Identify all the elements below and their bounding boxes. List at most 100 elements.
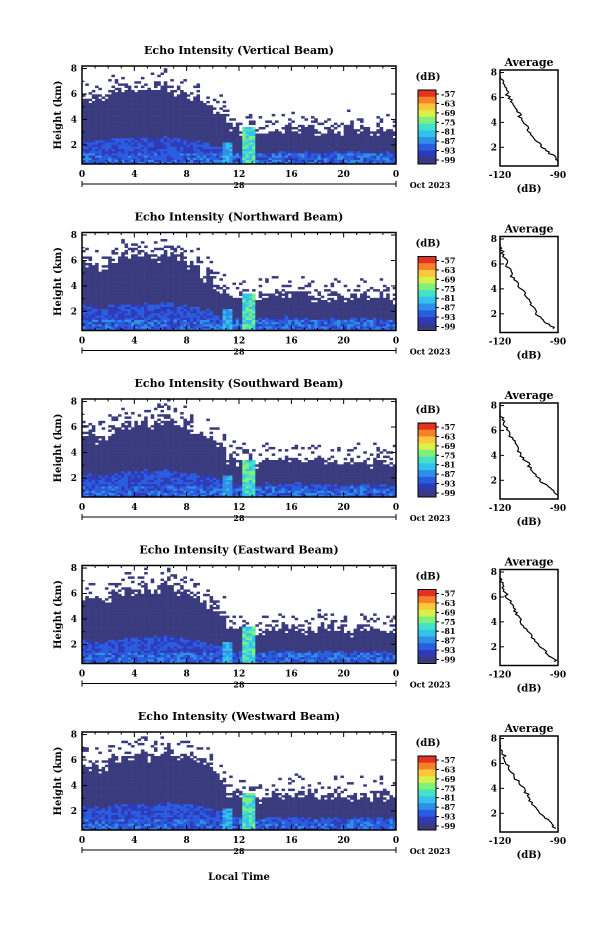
heatmap-cell	[173, 321, 178, 325]
heatmap-cell	[160, 291, 165, 294]
heatmap-cell	[95, 109, 99, 113]
heatmap-cell	[373, 148, 377, 152]
heatmap-cell	[85, 140, 89, 143]
heatmap-cell	[288, 135, 292, 139]
heatmap-cell	[265, 315, 269, 318]
heatmap-cell	[95, 161, 99, 165]
heatmap-cell	[88, 464, 93, 467]
heatmap-cell	[235, 133, 240, 136]
heatmap-cell	[150, 129, 155, 132]
heatmap-cell	[157, 315, 161, 318]
heatmap-cell	[82, 436, 86, 439]
heatmap-cell	[170, 109, 174, 113]
heatmap-cell	[176, 265, 181, 268]
heatmap-cell	[124, 262, 129, 266]
heatmap-cell	[310, 120, 315, 123]
heatmap-cell	[340, 153, 344, 156]
heatmap-cell	[144, 126, 148, 130]
heatmap-cell	[193, 146, 197, 150]
heatmap-cell	[229, 131, 233, 134]
heatmap-cell	[160, 148, 165, 152]
heatmap-cell	[131, 107, 135, 110]
heatmap-cell	[274, 317, 279, 320]
heatmap-cell	[82, 142, 86, 145]
heatmap-cell	[265, 142, 269, 145]
heatmap-cell	[320, 144, 325, 147]
heatmap-cell	[91, 293, 96, 296]
heatmap-cell	[170, 107, 174, 110]
heatmap-cell	[183, 319, 187, 323]
heatmap-cell	[261, 308, 266, 312]
heatmap-cell	[222, 120, 227, 123]
heatmap-cell	[389, 300, 394, 303]
heatmap-cell	[104, 304, 109, 307]
heatmap-cell	[95, 140, 99, 143]
heatmap-cell	[186, 289, 191, 292]
heatmap-cell	[176, 155, 181, 158]
heatmap-cell	[121, 133, 125, 136]
heatmap-cell	[212, 148, 217, 152]
heatmap-cell	[288, 302, 292, 305]
heatmap-cell	[88, 98, 93, 102]
heatmap-cell	[199, 107, 204, 110]
heatmap-cell	[101, 107, 106, 110]
heatmap-cell	[360, 161, 364, 165]
heatmap-cell	[216, 155, 220, 158]
heatmap-cell	[183, 276, 187, 279]
heatmap-cell	[85, 137, 89, 141]
heatmap-cell	[111, 306, 116, 310]
heatmap-cell	[170, 252, 174, 255]
heatmap-cell	[376, 129, 380, 132]
heatmap-cell	[104, 120, 109, 123]
heatmap-cell	[248, 116, 253, 119]
heatmap-cell	[366, 129, 371, 132]
heatmap-cell	[248, 319, 253, 323]
heatmap-cell	[235, 159, 240, 163]
heatmap-cell	[108, 103, 112, 106]
heatmap-cell	[297, 161, 302, 165]
heatmap-cell	[137, 159, 142, 163]
heatmap-cell	[144, 98, 148, 102]
heatmap-cell	[95, 153, 99, 156]
heatmap-cell	[127, 94, 132, 97]
heatmap-cell	[242, 148, 246, 152]
heatmap-cell	[288, 118, 292, 121]
heatmap-cell	[366, 133, 371, 136]
heatmap-cell	[255, 150, 259, 154]
heatmap-cell	[307, 131, 312, 134]
heatmap-cell	[199, 319, 204, 323]
heatmap-cell	[353, 148, 358, 152]
heatmap-cell	[189, 317, 194, 320]
heatmap-cell	[91, 131, 96, 134]
heatmap-cell	[297, 148, 302, 152]
heatmap-cell	[134, 302, 138, 305]
heatmap-cell	[353, 300, 358, 303]
heatmap-cell	[104, 126, 109, 130]
heatmap-cell	[121, 295, 125, 299]
heatmap-cell	[337, 306, 341, 310]
heatmap-cell	[346, 157, 351, 160]
heatmap-cell	[95, 295, 99, 299]
heatmap-cell	[131, 120, 135, 123]
heatmap-cell	[291, 321, 295, 325]
heatmap-cell	[196, 116, 201, 119]
heatmap-cell	[373, 328, 377, 331]
heatmap-cell	[229, 153, 233, 156]
heatmap-cell	[271, 146, 276, 150]
heatmap-cell	[124, 297, 129, 301]
heatmap-cell	[150, 96, 155, 99]
heatmap-cell	[212, 135, 217, 139]
heatmap-cell	[350, 155, 354, 158]
heatmap-cell	[379, 150, 384, 154]
heatmap-cell	[117, 319, 122, 323]
heatmap-cell	[189, 150, 194, 154]
heatmap-cell	[160, 144, 165, 147]
heatmap-cell	[114, 269, 119, 272]
heatmap-cell	[330, 326, 335, 329]
heatmap-cell	[108, 273, 112, 277]
heatmap-cell	[88, 455, 93, 459]
heatmap-cell	[91, 315, 96, 318]
heatmap-cell	[320, 146, 325, 150]
heatmap-cell	[216, 295, 220, 299]
heatmap-cell	[196, 94, 201, 97]
